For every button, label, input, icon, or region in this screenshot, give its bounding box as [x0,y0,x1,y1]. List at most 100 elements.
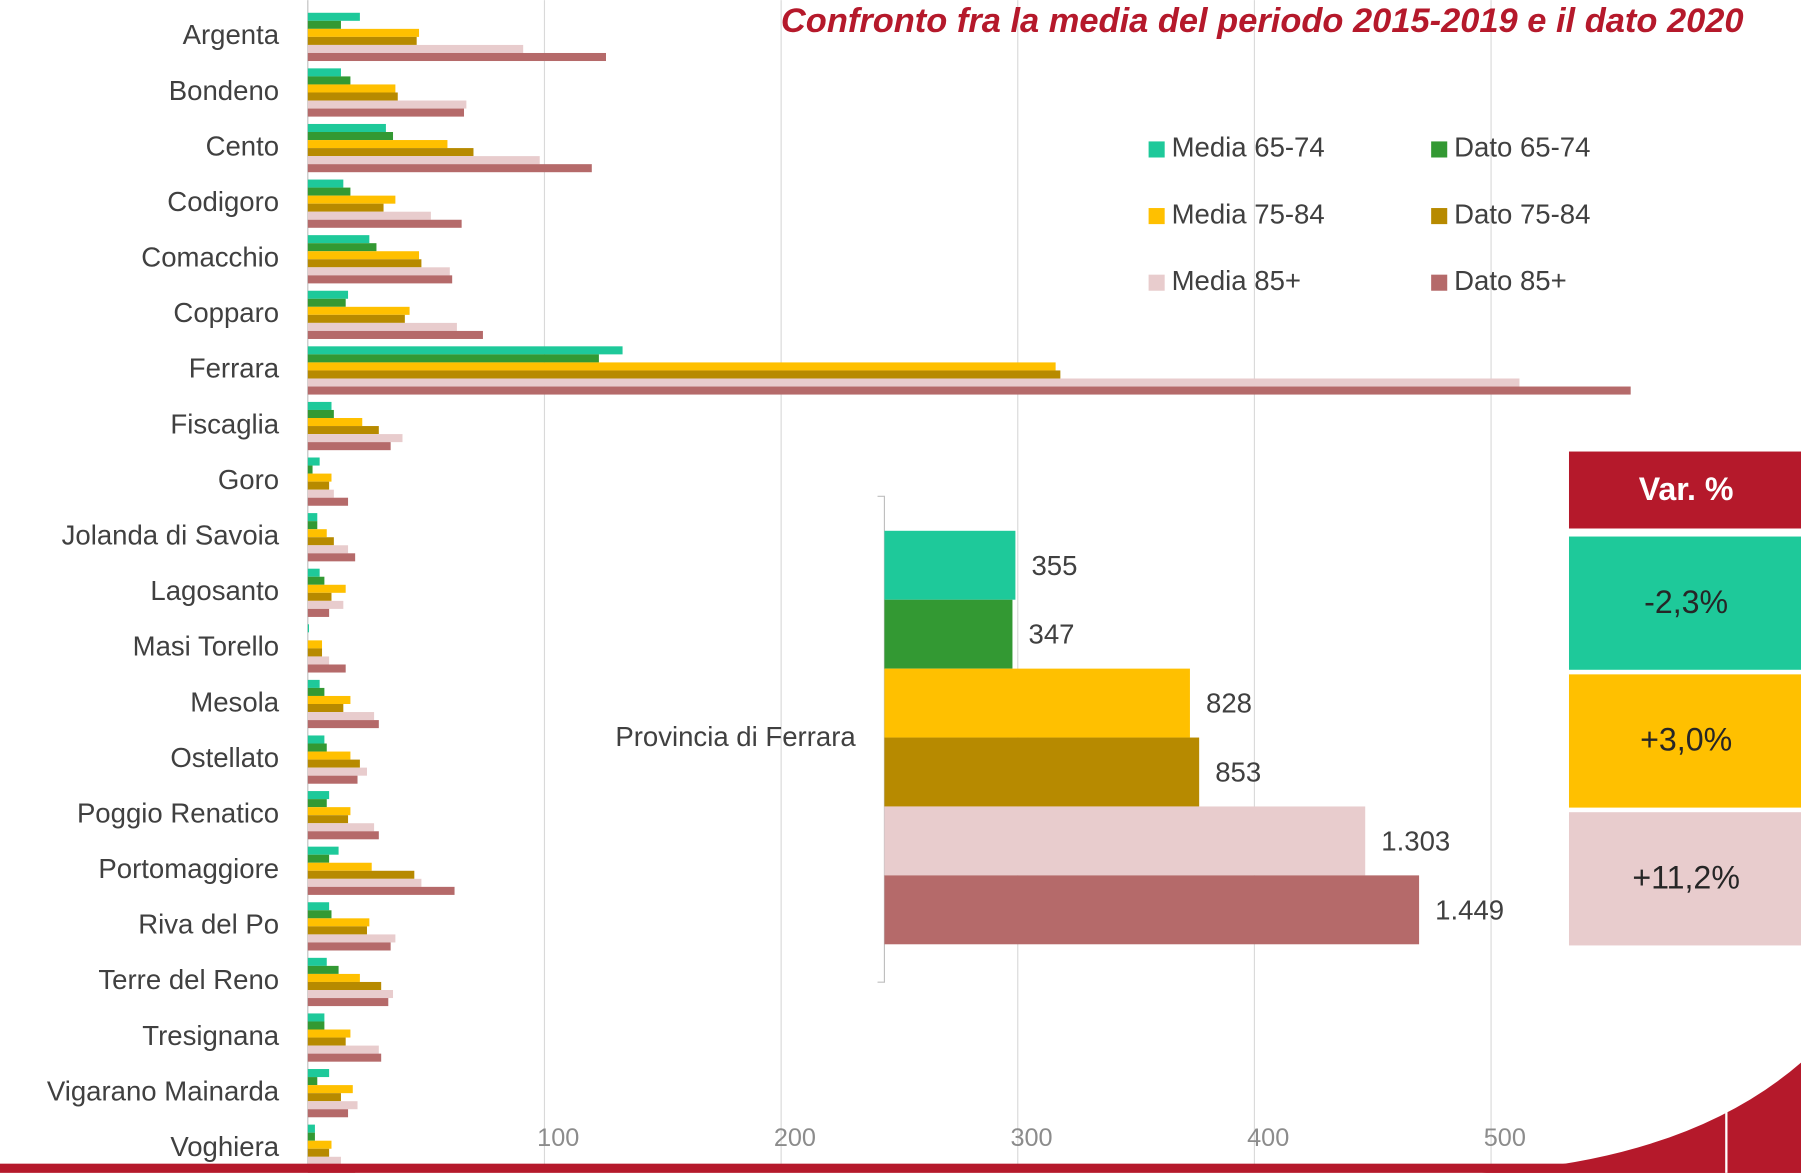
bar [307,132,394,141]
bar [307,465,313,474]
bar [307,1077,318,1086]
legend-swatch [1148,208,1165,225]
legend-swatch [1431,141,1448,158]
bar [307,973,360,982]
bar [307,513,318,522]
bar [307,1037,346,1046]
footer-curve [1481,1062,1801,1173]
legend-label: Media 65-74 [1172,132,1325,163]
bar [307,156,540,165]
chart-title: Confronto fra la media del periodo 2015-… [781,2,1744,40]
y-tick-label: Masi Torello [133,631,279,662]
bar [307,426,379,435]
bar [307,720,379,729]
bar [307,990,394,999]
bar [307,584,346,593]
table-header-text: Var. % [1639,471,1734,507]
bar [307,521,318,530]
y-tick-label: Copparo [173,297,279,328]
bar [307,1148,330,1157]
bar [307,267,450,276]
bar [307,362,1056,371]
table-cell-text: +3,0% [1640,722,1732,758]
bar [307,656,330,665]
bar [307,481,330,490]
legend-label: Dato 75-84 [1454,198,1590,229]
footer-band [0,1163,1801,1173]
bar [307,148,474,157]
table-cell [1568,812,1801,946]
bar [307,179,344,188]
bar [307,1069,330,1078]
bar [307,870,415,879]
bar [307,370,1061,379]
bar [307,799,327,808]
bar [307,942,391,951]
bar [307,600,344,609]
y-tick-label: Vigarano Mainarda [47,1075,280,1106]
bar [307,712,375,721]
bar [307,322,457,331]
bar [307,418,363,427]
x-tick-label: 200 [774,1124,816,1152]
bar [307,275,453,284]
y-tick-label: Fiscaglia [170,408,279,439]
bar [307,489,334,498]
bar [307,648,323,657]
bar [307,76,351,85]
bar [307,290,349,299]
data-label: 347 [1029,619,1075,650]
legend-swatch [1148,141,1165,158]
bar [307,751,351,760]
bar [307,1045,379,1054]
data-label: 853 [1215,757,1261,788]
bar [307,1156,341,1165]
x-tick-label: 100 [537,1124,579,1152]
y-tick-label: Tresignana [142,1020,279,1051]
bar [307,679,320,688]
bar [307,934,396,943]
bar [307,767,367,776]
bar [307,918,370,927]
bar [307,831,379,840]
y-tick-label: Voghiera [170,1131,279,1162]
legend-label: Dato 65-74 [1454,132,1590,163]
bar [307,735,325,744]
table-header [1568,451,1801,529]
bar [307,957,327,966]
bar [307,1053,382,1062]
bar [307,251,420,260]
y-tick-label: Argenta [183,19,280,50]
bar [307,998,389,1007]
bar [307,84,396,93]
legend-swatch [1431,274,1448,291]
bar [307,306,410,315]
table-cell-text: -2,3% [1644,584,1728,620]
bar [307,854,330,863]
bar [307,20,341,29]
y-tick-label: Portomaggiore [98,853,279,884]
bar [307,386,1631,395]
data-label: 1.449 [1435,894,1504,925]
bar [884,668,1190,738]
bar [307,442,391,451]
bar [307,664,346,673]
bar [307,807,351,816]
bar [307,259,422,268]
bar [307,203,384,212]
bars [307,12,1631,1173]
bar [307,537,334,546]
bar [884,530,1016,600]
bar [307,298,346,307]
bar [307,346,623,355]
bar [307,608,330,617]
bar [307,965,339,974]
bar [307,592,332,601]
bar [307,568,320,577]
y-tick-label: Comacchio [141,242,279,273]
bar [307,1085,353,1094]
legend-label: Media 75-84 [1172,198,1325,229]
y-tick-label: Riva del Po [138,909,279,940]
x-tick-label: 400 [1247,1124,1289,1152]
